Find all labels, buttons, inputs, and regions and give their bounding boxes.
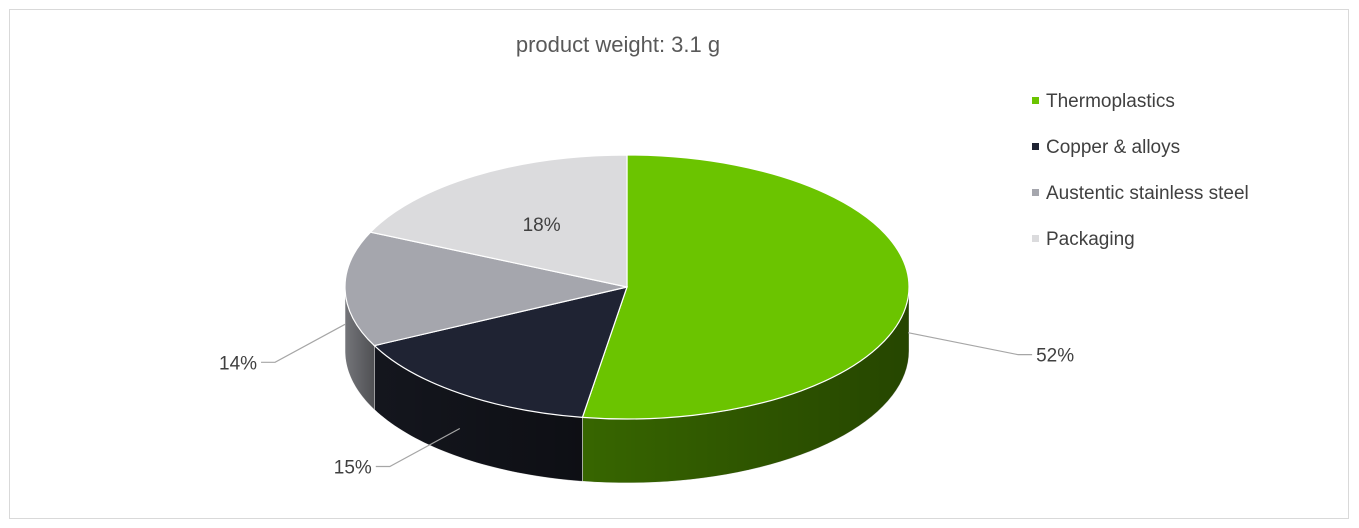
- leader-line-austentic-stainless-steel: [261, 323, 346, 363]
- pie-side-copper-alloys-shade: [374, 345, 583, 482]
- legend-swatch-austentic-stainless-steel: [1032, 189, 1039, 196]
- legend-swatch-thermoplastics: [1032, 97, 1039, 104]
- leader-line-thermoplastics: [907, 332, 1033, 356]
- data-label-group: 52% 15% 14% 18%: [219, 215, 1074, 479]
- leader-line-copper-alloys: [375, 427, 461, 468]
- pie-slice-packaging[interactable]: [369, 154, 628, 288]
- pie-slice-austentic-stainless-steel[interactable]: [344, 231, 628, 347]
- data-label-austentic-stainless-steel: 14%: [219, 353, 257, 374]
- legend-label-thermoplastics: Thermoplastics: [1046, 91, 1175, 112]
- data-label-copper-alloys: 15%: [334, 457, 372, 478]
- pie-side-thermoplastics-shade: [582, 287, 909, 483]
- legend-label-copper-alloys: Copper & alloys: [1046, 137, 1180, 158]
- pie-top-group: [344, 154, 910, 420]
- data-label-packaging: 18%: [523, 215, 561, 236]
- legend-label-austentic-stainless-steel: Austentic stainless steel: [1046, 183, 1249, 204]
- chart-title: product weight: 3.1 g: [516, 32, 720, 57]
- leader-line-group: [261, 323, 1033, 468]
- legend: Thermoplastics Copper & alloys Austentic s…: [1032, 91, 1249, 250]
- data-label-thermoplastics: 52%: [1036, 346, 1074, 367]
- pie-slice-thermoplastics[interactable]: [581, 154, 910, 420]
- legend-swatch-copper-alloys: [1032, 143, 1039, 150]
- legend-label-packaging: Packaging: [1046, 229, 1135, 250]
- legend-swatch-packaging: [1032, 235, 1039, 242]
- pie-slice-copper-alloys[interactable]: [373, 286, 628, 418]
